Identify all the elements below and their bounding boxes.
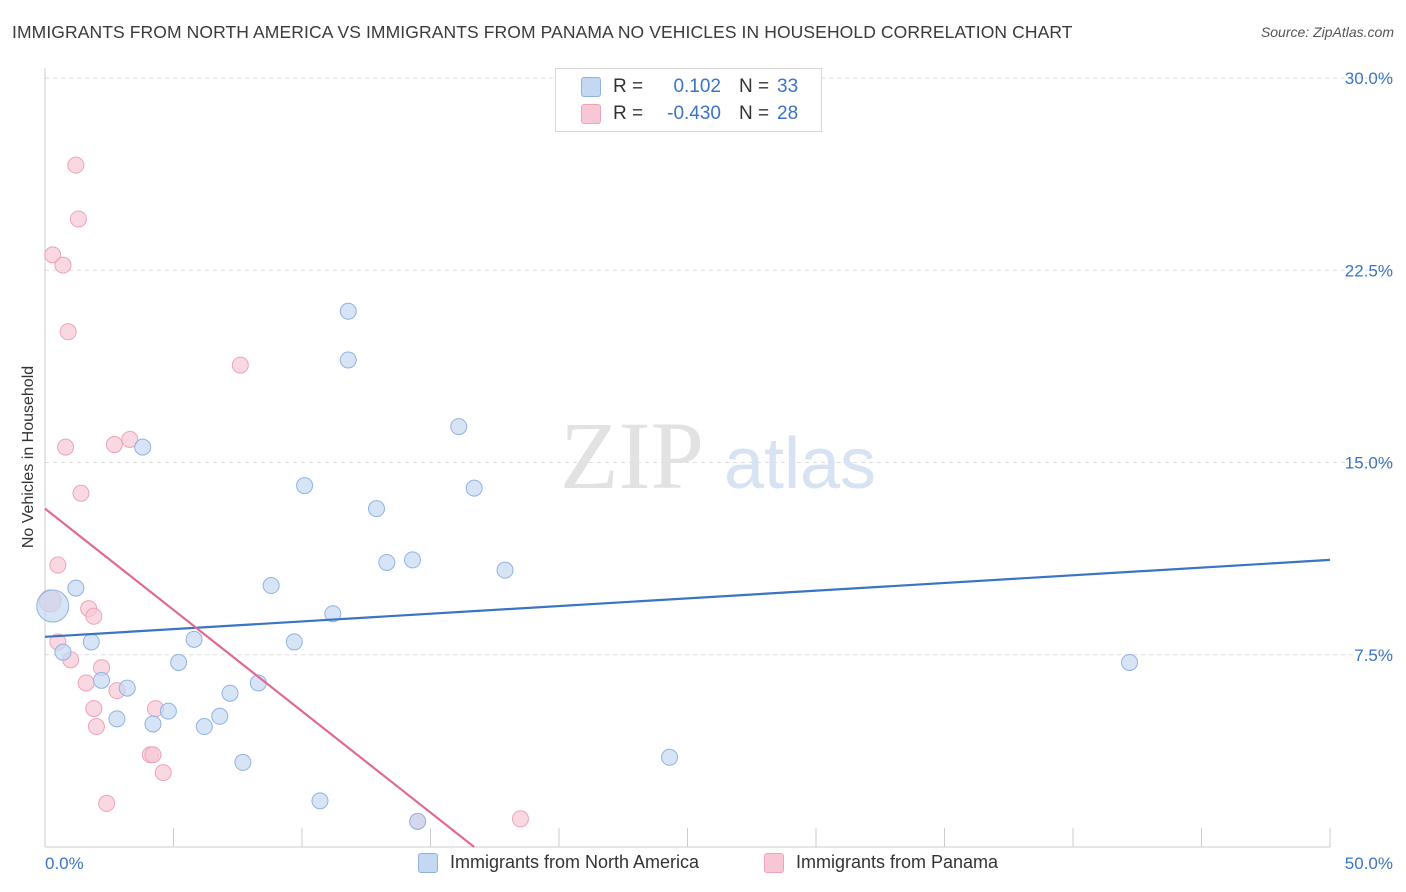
- data-point-north-america: [465, 479, 483, 497]
- data-point-north-america: [262, 577, 280, 595]
- legend-r-label: R =: [613, 76, 644, 97]
- data-point-north-america: [134, 438, 152, 456]
- y-tick-label: 15.0%: [1345, 454, 1393, 473]
- data-point-panama: [49, 556, 67, 574]
- data-point-north-america: [159, 702, 177, 720]
- data-point-panama: [69, 210, 87, 228]
- legend-n-value: 33: [777, 76, 799, 97]
- bottom-legend-label: Immigrants from Panama: [796, 852, 999, 872]
- x-tick-labels: 0.0% 50.0%: [45, 854, 1393, 873]
- chart-title: IMMIGRANTS FROM NORTH AMERICA VS IMMIGRA…: [12, 22, 1073, 42]
- legend-n-value: 28: [777, 103, 799, 124]
- bottom-legend-swatch-blue: [418, 852, 438, 873]
- data-point-panama: [72, 484, 90, 502]
- legend-row-panama: R = -0.430 N = 28: [581, 102, 798, 126]
- legend-r-value: -0.430: [667, 103, 721, 124]
- data-point-north-america: [409, 812, 427, 830]
- correlation-legend: R = 0.102 N = 33 R = -0.430 N = 28: [555, 68, 822, 132]
- data-point-north-america: [285, 633, 303, 651]
- data-point-north-america: [311, 792, 329, 810]
- data-point-north-america: [170, 653, 188, 671]
- x-tick-label: 0.0%: [45, 854, 84, 873]
- data-point-panama: [105, 436, 123, 454]
- legend-n-label: N =: [739, 103, 770, 124]
- data-point-north-america: [36, 589, 70, 623]
- bottom-legend-north-america: Immigrants from North America: [418, 852, 699, 873]
- bottom-legend-swatch-pink: [764, 852, 784, 873]
- data-point-north-america: [378, 553, 396, 571]
- bottom-legend-panama: Immigrants from Panama: [764, 852, 998, 873]
- data-point-north-america: [296, 477, 314, 495]
- data-point-panama: [144, 746, 162, 764]
- data-point-north-america: [93, 671, 111, 689]
- data-point-north-america: [67, 579, 85, 597]
- y-tick-label: 7.5%: [1354, 646, 1393, 665]
- data-point-north-america: [324, 605, 342, 623]
- data-point-panama: [67, 156, 85, 174]
- data-point-north-america: [185, 630, 203, 648]
- data-point-north-america: [234, 753, 252, 771]
- data-point-north-america: [496, 561, 514, 579]
- bottom-legend-label: Immigrants from North America: [450, 852, 700, 872]
- data-point-north-america: [144, 715, 162, 733]
- grid-lines: [45, 77, 1393, 656]
- source-label: Source: ZipAtlas.com: [1260, 24, 1394, 40]
- legend-swatch-pink: [581, 104, 601, 124]
- y-tick-label: 22.5%: [1345, 261, 1393, 280]
- trend-line-panama: [44, 507, 475, 848]
- y-tick-label: 30.0%: [1345, 69, 1393, 88]
- data-point-north-america: [404, 551, 422, 569]
- data-point-panama: [54, 256, 72, 274]
- data-point-north-america: [108, 710, 126, 728]
- x-tick-label: 50.0%: [1345, 854, 1393, 873]
- data-point-north-america: [1121, 653, 1139, 671]
- watermark-atlas: atlas: [724, 424, 876, 504]
- watermark-zip: ZIP: [560, 402, 704, 509]
- data-point-panama: [77, 674, 95, 692]
- data-point-panama: [98, 794, 116, 812]
- series-north-america-points: [36, 302, 1139, 830]
- data-point-panama: [85, 700, 103, 718]
- data-point-north-america: [211, 707, 229, 725]
- trend-lines: [44, 507, 1331, 848]
- legend-n-label: N =: [739, 76, 770, 97]
- data-point-north-america: [195, 718, 213, 736]
- data-point-panama: [231, 356, 249, 374]
- data-point-panama: [57, 438, 75, 456]
- data-point-north-america: [221, 684, 239, 702]
- y-axis-label: No Vehicles in Household: [20, 365, 37, 549]
- axes: [44, 68, 1331, 848]
- watermark: ZIP atlas: [560, 402, 876, 509]
- data-point-panama: [154, 764, 172, 782]
- data-point-north-america: [339, 351, 357, 369]
- data-point-panama: [85, 607, 103, 625]
- legend-row-north-america: R = 0.102 N = 33: [581, 75, 798, 99]
- data-point-north-america: [339, 302, 357, 320]
- data-point-north-america: [82, 633, 100, 651]
- data-point-north-america: [118, 679, 136, 697]
- series-panama-points: [38, 156, 529, 830]
- data-point-panama: [511, 810, 529, 828]
- data-point-panama: [121, 430, 139, 448]
- trend-line-north-america: [44, 558, 1331, 638]
- data-point-north-america: [368, 500, 386, 518]
- legend-swatch-blue: [581, 77, 601, 97]
- y-tick-labels: 7.5% 15.0% 22.5% 30.0%: [1345, 69, 1393, 665]
- data-point-panama: [59, 323, 77, 341]
- data-point-north-america: [661, 748, 679, 766]
- data-point-north-america: [450, 418, 468, 436]
- data-point-north-america: [54, 643, 72, 661]
- data-point-panama: [87, 718, 105, 736]
- legend-r-value: 0.102: [673, 76, 721, 97]
- legend-r-label: R =: [613, 103, 644, 124]
- data-point-panama: [44, 246, 62, 264]
